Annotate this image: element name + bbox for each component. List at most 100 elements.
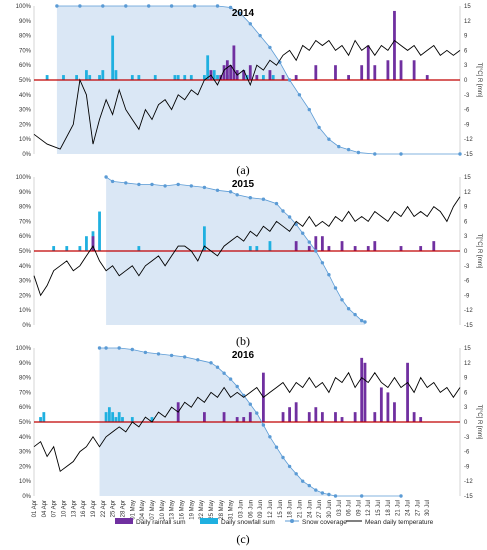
x-tick-label: 21 Jul — [396, 500, 402, 516]
rainfall-bar — [307, 412, 311, 422]
legend-rain-label: Daily rainfall sum — [136, 519, 186, 526]
rainfall-bar — [360, 357, 364, 422]
panel-title: 2015 — [232, 179, 255, 190]
snowfall-bar — [137, 246, 141, 251]
snow-coverage-point — [287, 215, 292, 219]
y-right-tick: 3 — [464, 405, 468, 411]
snow-coverage-point — [317, 125, 321, 130]
rainfall-bar — [353, 412, 357, 422]
y-right-tick: -3 — [464, 264, 470, 270]
snowfall-bar — [203, 226, 206, 251]
rainfall-bar — [248, 65, 252, 80]
snow-coverage-point — [320, 491, 325, 495]
rainfall-bar — [314, 65, 318, 80]
y-left-tick: 70% — [19, 219, 32, 225]
snow-coverage-point — [294, 472, 298, 476]
y-left-tick: 30% — [19, 450, 32, 456]
snowfall-bar — [183, 75, 187, 80]
snow-coverage-point — [248, 196, 252, 200]
snow-coverage-point — [294, 222, 298, 227]
snowfall-bar — [101, 70, 105, 80]
snow-coverage-point — [209, 361, 213, 365]
snow-coverage-point — [215, 188, 220, 192]
rainfall-bar — [340, 417, 344, 422]
snow-coverage-point — [110, 179, 115, 184]
y-right-tick: -9 — [464, 293, 470, 299]
y-left-tick: 10% — [19, 479, 32, 485]
y-left-tick: 80% — [19, 376, 32, 382]
rainfall-bar — [363, 362, 367, 422]
y-left-tick: 50% — [19, 78, 32, 84]
snow-coverage-point — [169, 353, 174, 358]
snow-coverage-point — [78, 4, 82, 8]
y-left-tick: 60% — [19, 234, 32, 240]
snow-coverage-point — [353, 312, 357, 317]
legend-snow-dot — [290, 519, 294, 523]
x-tick-label: 24 Jul — [406, 500, 412, 516]
rainfall-bar — [399, 246, 403, 251]
y-right-tick: -15 — [464, 323, 473, 329]
x-tick-label: 01 May — [130, 500, 136, 520]
rainfall-bar — [386, 60, 390, 80]
snow-coverage-point — [137, 182, 141, 187]
snowfall-bar — [203, 75, 206, 80]
rainfall-bar — [347, 75, 350, 80]
rainfall-bar — [91, 236, 95, 251]
y-right-axis-label: T[°C] R [mm] — [476, 234, 482, 269]
rainfall-bar — [412, 60, 416, 80]
snow-coverage-point — [55, 4, 59, 8]
rainfall-bar — [229, 65, 233, 80]
rainfall-bar — [406, 362, 409, 422]
snow-coverage-point — [399, 494, 403, 498]
x-tick-label: 30 Jul — [425, 500, 431, 516]
temperature-line — [33, 39, 461, 150]
rainfall-bar — [281, 75, 285, 80]
snow-coverage-point — [261, 423, 266, 427]
rainfall-bar — [340, 241, 344, 251]
y-right-tick: 15 — [464, 346, 471, 352]
y-left-tick: 100% — [16, 175, 32, 181]
rainfall-bar — [225, 60, 229, 80]
snow-coverage-point — [399, 152, 403, 156]
snow-coverage-point — [147, 4, 151, 8]
snow-coverage-point — [346, 147, 351, 152]
snowfall-bar — [216, 75, 219, 80]
snow-coverage-point — [307, 107, 311, 112]
x-tick-label: 18 Jul — [386, 500, 392, 516]
snow-coverage-point — [458, 152, 462, 156]
snow-coverage-point — [320, 261, 325, 265]
chart-panel-2016: 0% 10% 20% 30% 40% 50% 60% 70% 80% 90% 100% -15 -12 -… — [16, 346, 482, 546]
snow-coverage-point — [228, 377, 233, 381]
snow-coverage-point — [248, 22, 252, 26]
y-left-tick: 50% — [19, 420, 32, 426]
snow-coverage-point — [274, 201, 279, 206]
y-right-tick: 0 — [464, 78, 468, 84]
x-tick-label: 09 Jul — [356, 500, 362, 516]
snowfall-bar — [42, 412, 46, 422]
snowfall-bar — [176, 75, 180, 80]
snowfall-bar — [130, 417, 134, 422]
rainfall-bar — [222, 412, 226, 422]
rainfall-bar — [366, 45, 370, 80]
snowfall-bar — [137, 75, 141, 80]
x-tick-label: 28 Apr — [120, 500, 126, 517]
y-left-tick: 40% — [19, 264, 32, 270]
snowfall-bar — [150, 417, 154, 422]
snowfall-bar — [98, 211, 101, 251]
snow-coverage-point — [238, 11, 243, 16]
x-tick-label: 01 Apr — [32, 500, 38, 517]
snowfall-bar — [88, 75, 92, 80]
snow-coverage-point — [360, 318, 364, 323]
snow-coverage-point — [301, 231, 305, 235]
y-right-axis-label: T[°C] R [mm] — [476, 405, 482, 440]
snow-coverage-point — [337, 144, 341, 149]
snow-coverage-point — [333, 286, 338, 290]
snow-coverage-point — [281, 209, 285, 213]
y-right-tick: 15 — [464, 4, 471, 10]
panel-caption: (a) — [236, 163, 249, 177]
y-right-tick: 0 — [464, 420, 468, 426]
rainfall-bar — [314, 236, 318, 251]
y-right-tick: -6 — [464, 108, 470, 114]
snow-coverage-point — [287, 78, 292, 82]
